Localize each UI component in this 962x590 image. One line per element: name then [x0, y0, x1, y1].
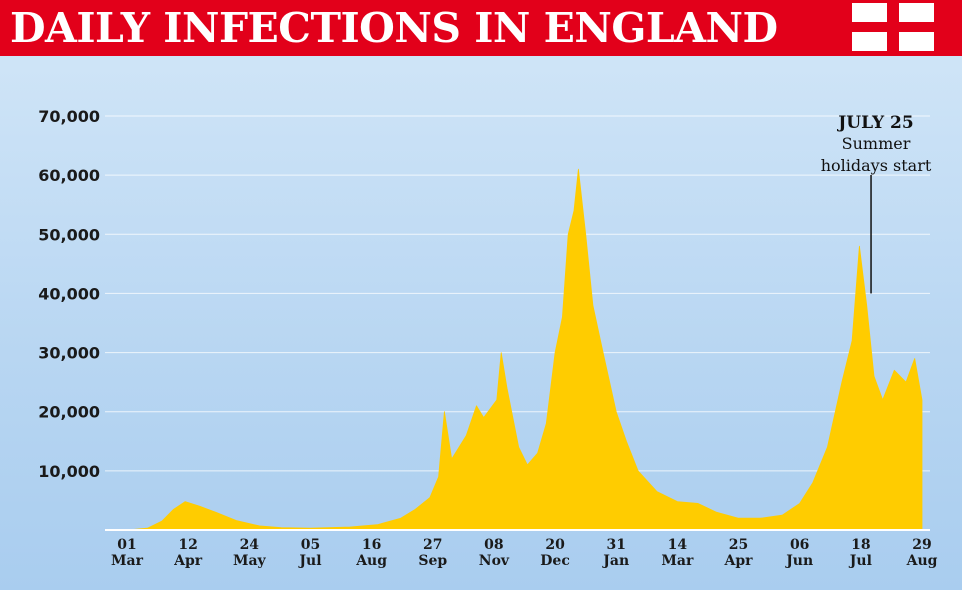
x-tick-day-6: 08: [484, 537, 503, 553]
y-tick-label-0: 10,000: [38, 462, 100, 481]
x-tick-month-1: Apr: [173, 553, 203, 569]
flag-cross-horizontal: [852, 22, 934, 32]
y-tick-label-6: 70,000: [38, 107, 100, 126]
x-tick-month-9: Mar: [661, 553, 694, 569]
infections-area: [126, 168, 923, 531]
x-tick-day-13: 29: [912, 537, 931, 553]
x-tick-day-5: 27: [423, 537, 442, 553]
x-tick-month-5: Sep: [418, 553, 447, 569]
y-tick-label-5: 60,000: [38, 166, 100, 185]
y-tick-label-3: 40,000: [38, 284, 100, 303]
x-tick-month-7: Dec: [540, 553, 570, 569]
x-tick-day-11: 06: [790, 537, 809, 553]
x-tick-day-7: 20: [545, 537, 565, 553]
x-tick-month-13: Aug: [906, 553, 938, 569]
x-tick-month-10: Apr: [724, 553, 754, 569]
x-tick-day-8: 31: [606, 537, 625, 553]
x-tick-day-10: 25: [729, 537, 748, 553]
y-tick-label-2: 30,000: [38, 344, 100, 363]
x-tick-month-4: Aug: [355, 553, 387, 569]
x-tick-day-12: 18: [851, 537, 870, 553]
annotation-text-1: holidays start: [821, 156, 932, 175]
x-tick-day-3: 05: [301, 537, 320, 553]
y-tick-label-4: 50,000: [38, 225, 100, 244]
england-flag-icon: [852, 3, 934, 51]
page-title: DAILY INFECTIONS IN ENGLAND: [10, 4, 778, 52]
gridlines: [105, 115, 930, 472]
x-tick-day-2: 24: [240, 537, 260, 553]
x-tick-month-3: Jul: [297, 553, 321, 569]
x-tick-month-0: Mar: [111, 553, 144, 569]
annotation-date: JULY 25: [836, 113, 913, 133]
x-tick-month-11: Jun: [784, 553, 813, 569]
x-tick-month-8: Jan: [601, 553, 629, 569]
x-tick-day-0: 01: [117, 537, 136, 553]
x-tick-month-2: May: [233, 553, 267, 569]
infections-chart: 10,000 20,000 30,000 40,000 50,000 60,000 70,0…: [38, 107, 938, 569]
y-tick-label-1: 20,000: [38, 403, 100, 422]
x-tick-day-4: 16: [362, 537, 381, 553]
y-axis: 10,000 20,000 30,000 40,000 50,000 60,000 70,0…: [38, 107, 100, 481]
title-banner: DAILY INFECTIONS IN ENGLAND: [0, 0, 962, 56]
x-tick-day-1: 12: [178, 537, 197, 553]
series-area: [126, 168, 923, 531]
annotation-text-0: Summer: [842, 134, 911, 153]
x-tick-month-12: Jul: [848, 553, 872, 569]
x-tick-day-9: 14: [668, 537, 688, 553]
x-tick-month-6: Nov: [479, 553, 510, 569]
x-axis: 01Mar12Apr24May05Jul16Aug27Sep08Nov20Dec…: [105, 529, 938, 569]
